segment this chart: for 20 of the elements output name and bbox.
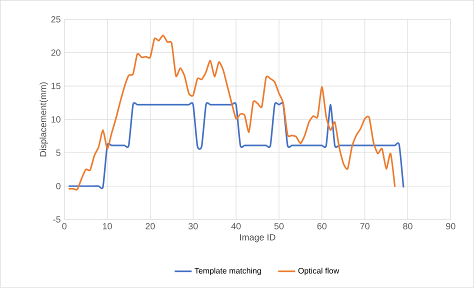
y-tick-label: 10 bbox=[52, 116, 60, 123]
line-series bbox=[68, 34, 396, 190]
x-tick-label: 0 bbox=[62, 223, 67, 230]
x-tick-label: 30 bbox=[188, 223, 198, 230]
x-tick-label: 10 bbox=[102, 223, 112, 230]
x-tick-label: 80 bbox=[403, 223, 412, 230]
x-tick-label: 70 bbox=[360, 223, 370, 230]
y-tick-label: 20 bbox=[51, 50, 60, 56]
x-tick-label: 90 bbox=[446, 223, 456, 230]
x-tick-label: 50 bbox=[274, 223, 284, 230]
y-tick-label: 0 bbox=[56, 183, 60, 190]
y-tick-label: 25 bbox=[51, 16, 60, 23]
x-tick-label: 20 bbox=[146, 223, 155, 230]
x-tick-label: 60 bbox=[317, 223, 327, 230]
y-tick-label: -5 bbox=[53, 216, 60, 223]
y-axis-title: Displacement(mm) bbox=[40, 82, 48, 156]
x-tick-label: 40 bbox=[231, 223, 241, 230]
x-axis-title: Image ID bbox=[240, 234, 276, 242]
y-tick-label: 5 bbox=[56, 150, 60, 156]
y-tick-label: 15 bbox=[52, 82, 60, 90]
